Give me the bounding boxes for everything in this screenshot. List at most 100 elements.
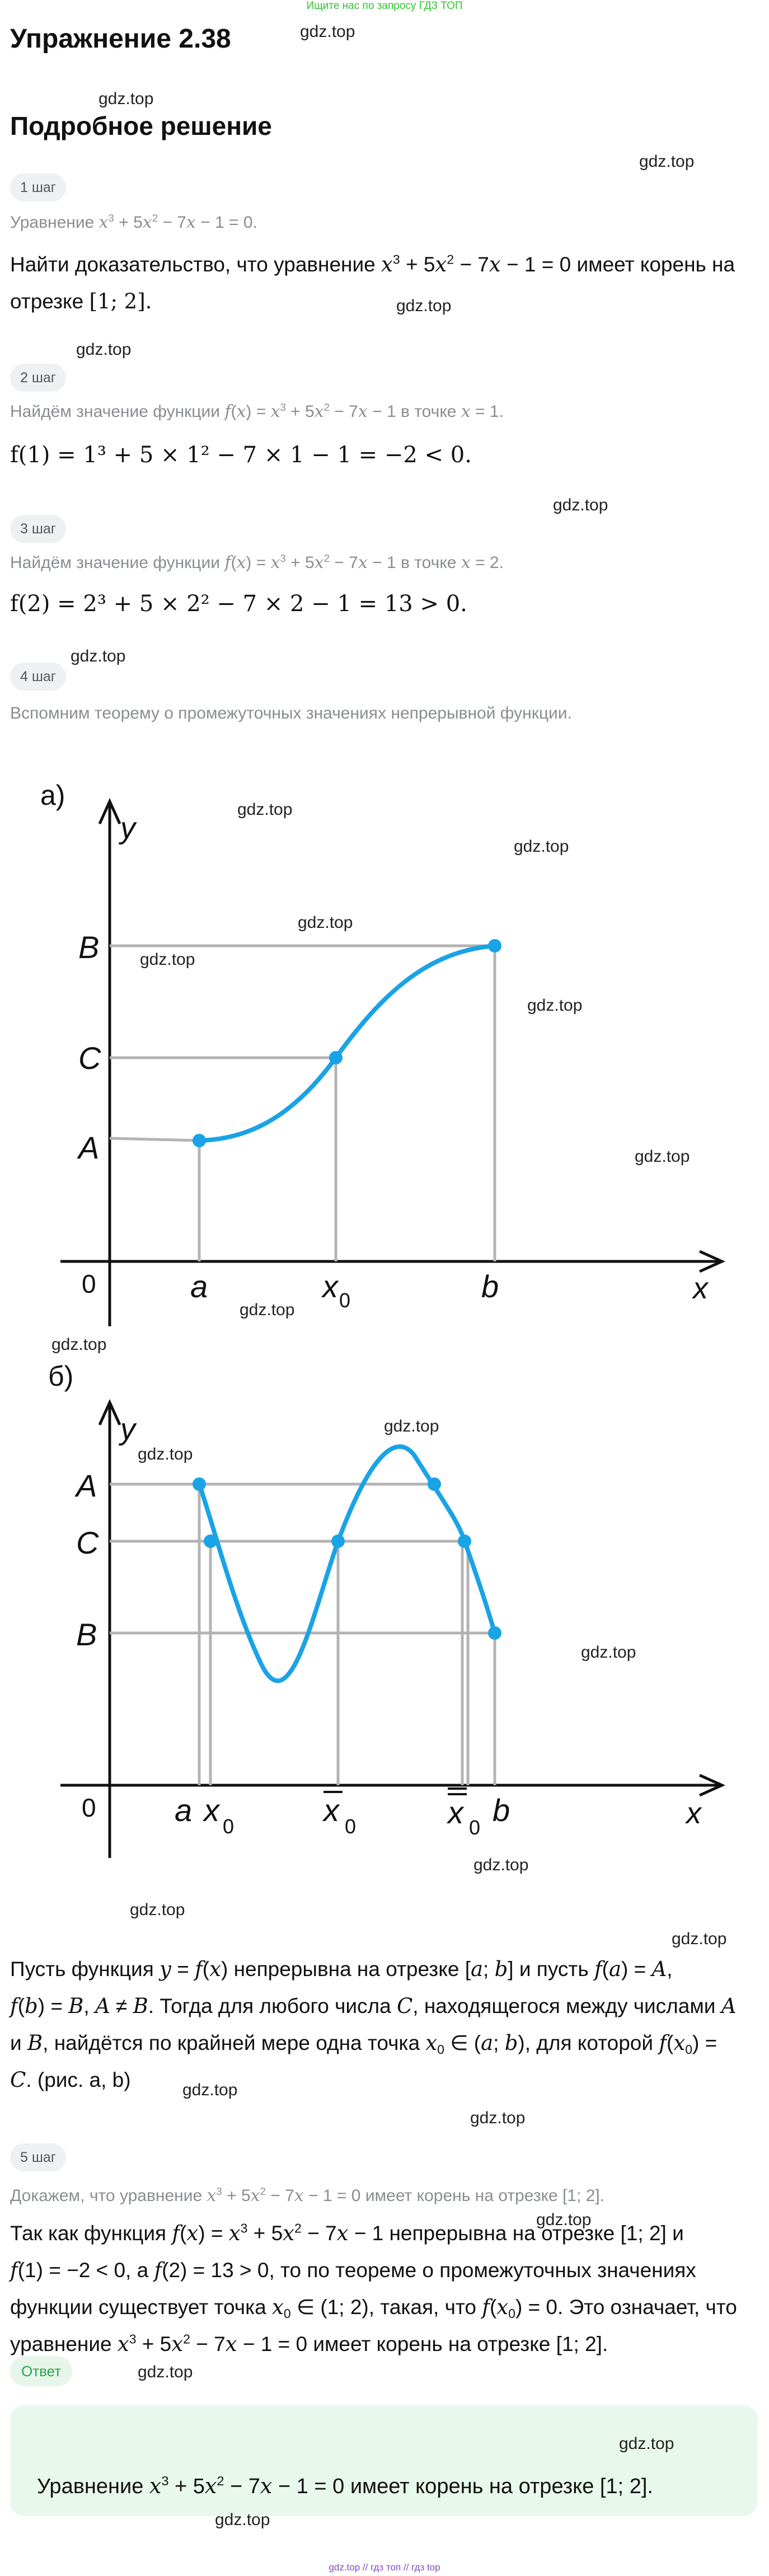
- step-2-condition-b: в точке: [400, 402, 457, 421]
- step-5-a: Так как функция: [10, 2222, 167, 2245]
- graph-a-label-x: x: [321, 1269, 339, 1304]
- theorem-d: . Тогда для любого числа: [148, 1995, 391, 2017]
- step-1-text-b: имеет корень на: [576, 253, 735, 276]
- watermark: gdz.top: [635, 1147, 690, 1166]
- watermark: gdz.top: [527, 996, 583, 1015]
- graph-a-x-arrow: [698, 1250, 726, 1273]
- watermark: gdz.top: [514, 837, 569, 856]
- graph-a-x-label: x: [691, 1271, 709, 1305]
- graph-b-point-a: [193, 1477, 206, 1491]
- step-1-badge: 1 шаг: [10, 173, 66, 201]
- graph-b-curve: [197, 1444, 497, 1683]
- theorem-e: , находящегося между числами: [412, 1995, 716, 2017]
- graph-a-label-B: B: [78, 930, 99, 965]
- graph-a-y-arrow: [98, 797, 121, 825]
- graph-a-y-label: y: [118, 811, 137, 845]
- answer-text: Уравнение x3 + 5x2 − 7x − 1 = 0 имеет ко…: [37, 2473, 653, 2498]
- step-1-text: Найти доказательство, что уравнение x3 +…: [10, 252, 735, 313]
- theorem-a: Пусть функция: [10, 1958, 154, 1981]
- step-5-b: непрерывна на отрезке: [389, 2222, 615, 2245]
- graph-a-label-a: a: [190, 1269, 208, 1304]
- graph-b-label-x0: x: [202, 1793, 221, 1828]
- watermark: gdz.top: [138, 1445, 193, 1463]
- graph-b-label-x0-dbar-sub: 0: [469, 1816, 480, 1839]
- graph-b-label-x0-dbar: x: [446, 1795, 465, 1830]
- graph-b-y-arrow: [98, 1399, 121, 1426]
- graph-b-label-x0-bar-sub: 0: [345, 1815, 356, 1838]
- graph-a-point-b: [488, 939, 501, 952]
- graph-b-label-B: B: [76, 1617, 97, 1652]
- step-4-condition: Вспомним теорему о промежуточных значени…: [10, 704, 572, 722]
- step-3-condition-a: Найдём значение функции: [10, 553, 220, 572]
- watermark: gdz.top: [298, 913, 353, 932]
- watermark: gdz.top: [396, 297, 452, 315]
- step-2-formula: f(1) = 1³ + 5 × 1² − 7 × 1 − 1 = −2 < 0.: [10, 442, 472, 468]
- watermark: gdz.top: [639, 152, 695, 171]
- graph-a-point-a: [193, 1134, 206, 1147]
- watermark: gdz.top: [240, 1301, 295, 1319]
- graph-b-panel-label: б): [48, 1360, 73, 1392]
- graph-a-point-x0: [329, 1051, 343, 1064]
- top-search-note[interactable]: Ищите нас по запросу ГДЗ ТОП: [306, 0, 463, 12]
- graph-a-label-b: b: [481, 1269, 499, 1304]
- step-5-j: имеет корень на отрезке: [313, 2333, 551, 2356]
- theorem-b: непрерывна на отрезке: [233, 1958, 459, 1981]
- graph-b-label-C: C: [76, 1525, 99, 1560]
- graph-b-y-label: y: [118, 1413, 137, 1446]
- graph-b-point-x0-bar: [331, 1535, 345, 1548]
- step-5-condition-a: Докажем, что уравнение: [10, 2186, 203, 2205]
- watermark: gdz.top: [215, 2511, 270, 2529]
- step-2-condition-a: Найдём значение функции: [10, 402, 220, 421]
- graph-b-label-b: b: [493, 1793, 510, 1828]
- theorem-h: , для которой: [524, 2031, 654, 2054]
- watermark: gdz.top: [581, 1643, 636, 1662]
- graph-a-guide-A: [109, 1137, 200, 1142]
- watermark: gdz.top: [130, 1901, 185, 1919]
- graph-a-label-A: A: [77, 1130, 99, 1165]
- graph-b-point-A2: [428, 1477, 441, 1491]
- step-5-d: , а: [125, 2259, 149, 2282]
- graph-b-point-x0-dbar: [458, 1535, 471, 1548]
- graph-a-curve: [197, 944, 497, 1143]
- theorem-g: , найдётся по крайней мере одна точка: [43, 2031, 420, 2054]
- step-1-condition: Уравнение x3 + 5x2 − 7x − 1 = 0.: [10, 212, 257, 232]
- watermark: gdz.top: [76, 340, 132, 359]
- answer-badge: Ответ: [10, 2356, 73, 2386]
- watermark: gdz.top: [470, 2109, 526, 2127]
- watermark: gdz.top: [51, 1335, 107, 1354]
- answer-suffix: имеет корень на отрезке: [350, 2475, 594, 2498]
- step-3-condition-b: в точке: [400, 553, 457, 572]
- step-5-badge: 5 шаг: [10, 2143, 66, 2171]
- step-5-i: уравнение: [10, 2333, 112, 2356]
- watermark: gdz.top: [384, 1417, 439, 1435]
- graph-b-label-x0-bar: x: [322, 1793, 340, 1828]
- watermark: gdz.top: [71, 647, 126, 665]
- step-5-g: , такая, что: [368, 2296, 476, 2319]
- step-1-condition-label: Уравнение: [10, 213, 95, 232]
- graph-b-point-x0: [204, 1535, 217, 1548]
- graph-a-label-x-sub: 0: [339, 1289, 350, 1312]
- step-3-formula: f(2) = 2³ + 5 × 2² − 7 × 2 − 1 = 13 > 0.: [10, 591, 467, 617]
- watermark: gdz.top: [536, 2211, 592, 2229]
- step-5-text: Так как функция f(x) = x3 + 5x2 − 7x − 1…: [10, 2221, 737, 2356]
- graph-b-label-x0-sub: 0: [223, 1815, 234, 1838]
- answer-prefix: Уравнение: [37, 2475, 144, 2498]
- watermark: gdz.top: [473, 1856, 529, 1874]
- watermark: gdz.top: [138, 2363, 193, 2381]
- graph-b-point-b: [488, 1626, 501, 1640]
- graph-b-x-label: x: [684, 1796, 702, 1830]
- graph-b-x-arrow: [698, 1773, 726, 1797]
- theorem-i: . (рис. а, b): [26, 2068, 131, 2091]
- answer-box: [10, 2405, 758, 2516]
- footer-links[interactable]: gdz.top // гдз топ // гдз top: [329, 2562, 440, 2573]
- step-2-condition: Найдём значение функции f(x) = x3 + 5x2 …: [10, 401, 504, 421]
- graph-b: б) y x 0 A C B a x 0 x 0 x 0 b: [48, 1360, 726, 1858]
- step-1-text-a: Найти доказательство, что уравнение: [10, 253, 376, 276]
- step-5-c: и: [672, 2222, 684, 2245]
- step-3-condition: Найдём значение функции f(x) = x3 + 5x2 …: [10, 552, 504, 573]
- step-5-e: , то по теореме о промежуточных значения…: [269, 2259, 696, 2282]
- graph-b-label-A: A: [74, 1468, 97, 1503]
- theorem-f: и: [10, 2031, 22, 2054]
- watermark: gdz.top: [553, 496, 608, 514]
- watermark: gdz.top: [619, 2434, 674, 2453]
